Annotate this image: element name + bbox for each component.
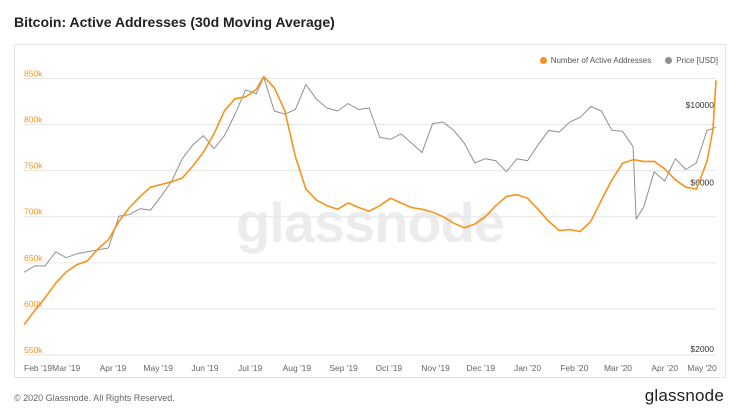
copyright-text: © 2020 Glassnode. All Rights Reserved. (14, 393, 175, 403)
x-tick-label: Apr '20 (651, 363, 678, 373)
x-tick-label: Jul '19 (238, 363, 263, 373)
y-left-tick-label: 850k (24, 68, 43, 78)
legend-label-price: Price [USD] (676, 56, 718, 65)
x-tick-label: May '20 (687, 363, 717, 373)
x-tick-label: Mar '19 (52, 363, 80, 373)
y-left-tick-label: 800k (24, 115, 43, 125)
y-left-tick-label: 650k (24, 253, 43, 263)
x-tick-label: May '19 (143, 363, 173, 373)
glassnode-logo[interactable]: glassnode (644, 386, 724, 405)
x-tick-label: Feb '19 (24, 363, 52, 373)
y-right-tick-label: $6000 (690, 177, 714, 187)
y-left-tick-label: 750k (24, 161, 43, 171)
chart-frame (14, 44, 726, 378)
series-line-price (23, 76, 717, 273)
x-tick-label: Sep '19 (329, 363, 358, 373)
y-left-tick-label: 550k (24, 345, 43, 355)
chart-title: Bitcoin: Active Addresses (30d Moving Av… (14, 14, 335, 30)
y-right-tick-label: $2000 (690, 344, 714, 354)
x-tick-label: Jun '19 (191, 363, 218, 373)
x-tick-label: Mar '20 (604, 363, 632, 373)
y-left-tick-label: 700k (24, 207, 43, 217)
y-left-tick-label: 600k (24, 299, 43, 309)
x-tick-label: Aug '19 (283, 363, 312, 373)
legend-item-addresses[interactable]: Number of Active Addresses (539, 56, 652, 65)
series-line-active-addresses (23, 75, 717, 326)
x-tick-label: Feb '20 (560, 363, 588, 373)
x-tick-label: Jan '20 (514, 363, 541, 373)
x-tick-label: Apr '19 (100, 363, 127, 373)
y-right-tick-label: $10000 (686, 100, 715, 110)
x-tick-label: Oct '19 (376, 363, 403, 373)
legend-item-price[interactable]: Price [USD] (665, 56, 718, 65)
x-tick-label: Nov '19 (421, 363, 450, 373)
chart-legend: Number of Active Addresses Price [USD] (539, 56, 718, 65)
x-tick-label: Dec '19 (467, 363, 496, 373)
legend-dot-addresses (539, 57, 547, 64)
legend-dot-price (665, 57, 673, 64)
legend-label-addresses: Number of Active Addresses (550, 56, 652, 65)
